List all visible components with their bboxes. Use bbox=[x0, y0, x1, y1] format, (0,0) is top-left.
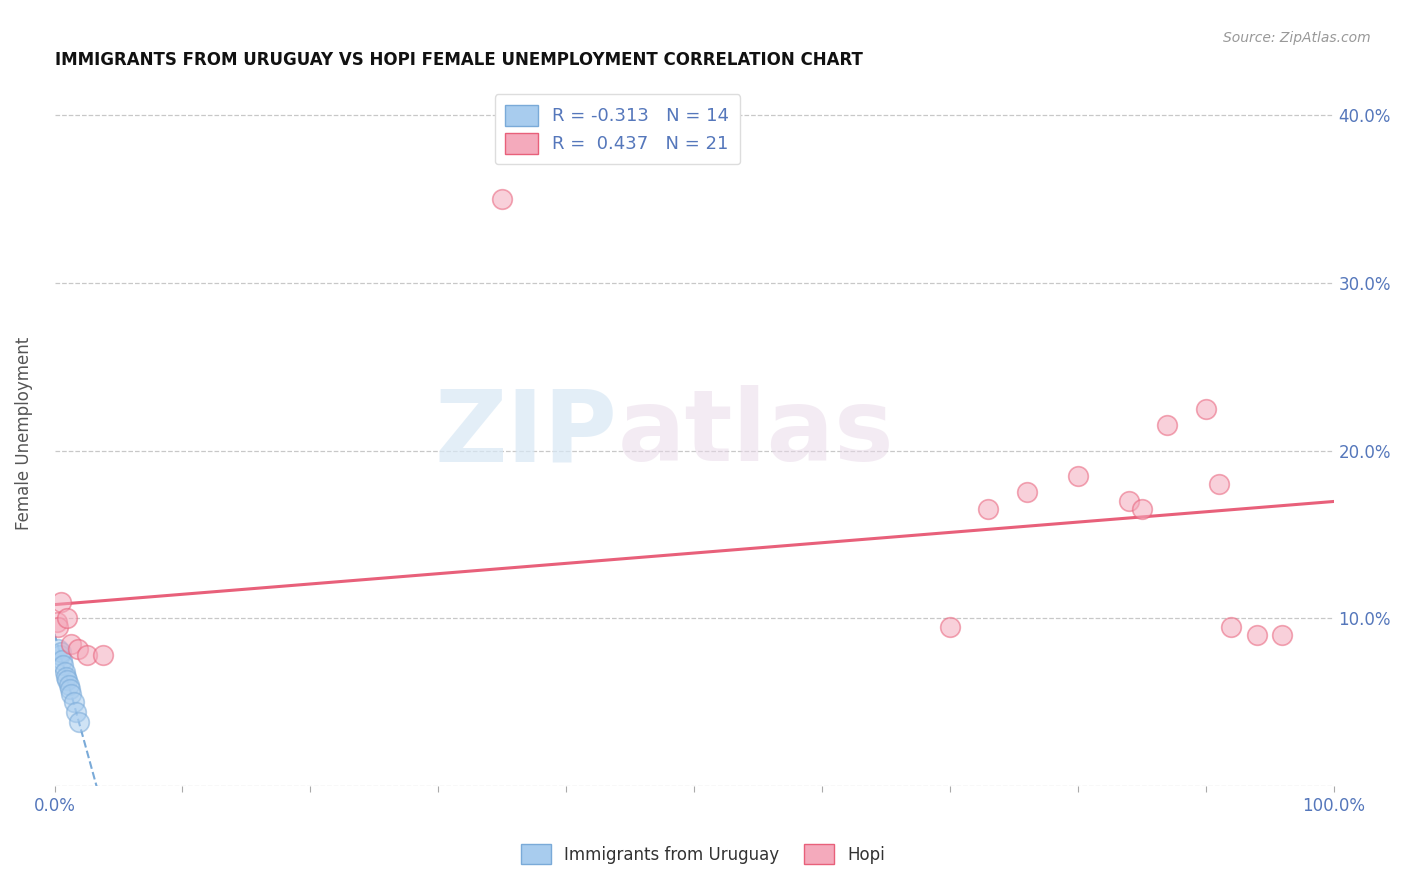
Point bbox=[60, 636, 83, 650]
Point bbox=[53, 665, 76, 679]
Point bbox=[48, 641, 70, 656]
Point bbox=[60, 687, 83, 701]
Point bbox=[977, 502, 1000, 516]
Point bbox=[56, 673, 79, 688]
Point bbox=[491, 192, 513, 206]
Legend: Immigrants from Uruguay, Hopi: Immigrants from Uruguay, Hopi bbox=[515, 838, 891, 871]
Point bbox=[76, 648, 98, 663]
Point bbox=[1067, 468, 1090, 483]
Point bbox=[55, 670, 77, 684]
Point bbox=[51, 653, 73, 667]
Point bbox=[1195, 401, 1218, 416]
Point bbox=[1220, 620, 1243, 634]
Text: IMMIGRANTS FROM URUGUAY VS HOPI FEMALE UNEMPLOYMENT CORRELATION CHART: IMMIGRANTS FROM URUGUAY VS HOPI FEMALE U… bbox=[55, 51, 862, 69]
Y-axis label: Female Unemployment: Female Unemployment bbox=[15, 337, 32, 531]
Point bbox=[48, 648, 70, 663]
Legend: R = -0.313   N = 14, R =  0.437   N = 21: R = -0.313 N = 14, R = 0.437 N = 21 bbox=[495, 94, 740, 164]
Point bbox=[62, 695, 84, 709]
Point bbox=[56, 611, 79, 625]
Point bbox=[1156, 418, 1178, 433]
Point bbox=[52, 658, 75, 673]
Point bbox=[49, 594, 72, 608]
Point bbox=[49, 645, 72, 659]
Point bbox=[65, 706, 87, 720]
Point bbox=[1246, 628, 1268, 642]
Point bbox=[1015, 485, 1038, 500]
Point bbox=[1130, 502, 1153, 516]
Point bbox=[939, 620, 962, 634]
Point bbox=[59, 681, 82, 696]
Point bbox=[46, 615, 69, 629]
Point bbox=[1208, 477, 1230, 491]
Text: ZIP: ZIP bbox=[434, 385, 617, 483]
Text: Source: ZipAtlas.com: Source: ZipAtlas.com bbox=[1223, 31, 1371, 45]
Point bbox=[58, 678, 80, 692]
Point bbox=[66, 641, 89, 656]
Point bbox=[91, 648, 114, 663]
Point bbox=[1271, 628, 1294, 642]
Point bbox=[1118, 494, 1140, 508]
Point bbox=[48, 620, 70, 634]
Text: atlas: atlas bbox=[617, 385, 894, 483]
Point bbox=[67, 715, 90, 730]
